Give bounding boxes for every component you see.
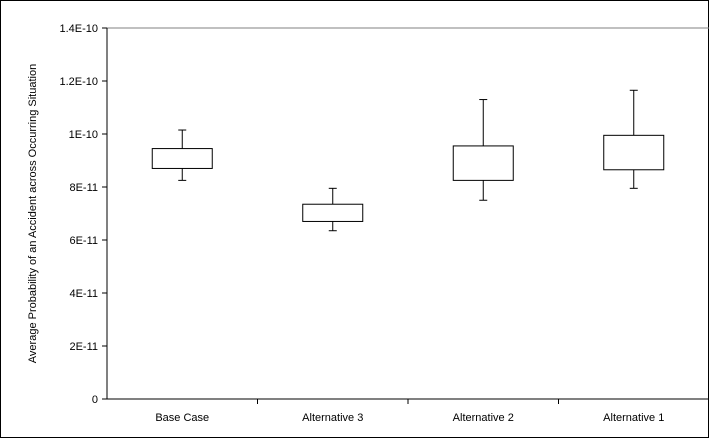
y-tick-label: 0 [92,394,98,406]
x-axis-ticks: Base Case Alternative 3 Alternative 2 Alter… [155,399,664,424]
y-tick-label: 8E-11 [69,182,98,194]
x-tick-label: Alternative 2 [453,412,514,424]
y-axis-label: Average Probability of an Accident acros… [27,64,39,363]
x-tick-label: Base Case [155,412,209,424]
y-tick-label: 6E-11 [69,235,98,247]
y-tick-label: 1.2E-10 [59,76,98,88]
x-tick-label: Alternative 3 [302,412,363,424]
interquartile-box [151,148,213,169]
y-tick-label: 4E-11 [69,288,98,300]
y-tick-label: 2E-11 [69,341,98,353]
interquartile-box [603,134,665,171]
box-alternative-1 [603,89,665,189]
y-tick-label: 1E-10 [69,129,98,141]
box-base-case [151,129,213,181]
y-tick-label: 1.4E-10 [59,23,98,35]
interquartile-box [452,145,514,181]
box-series [151,89,665,232]
interquartile-box [302,203,364,222]
y-axis-ticks: 0 2E-11 4E-11 6E-11 8E-11 1E-10 1.2E-10 1.4E-10 [59,23,107,406]
box-alternative-2 [452,99,514,201]
box-alternative-3 [302,187,364,232]
x-tick-label: Alternative 1 [603,412,664,424]
